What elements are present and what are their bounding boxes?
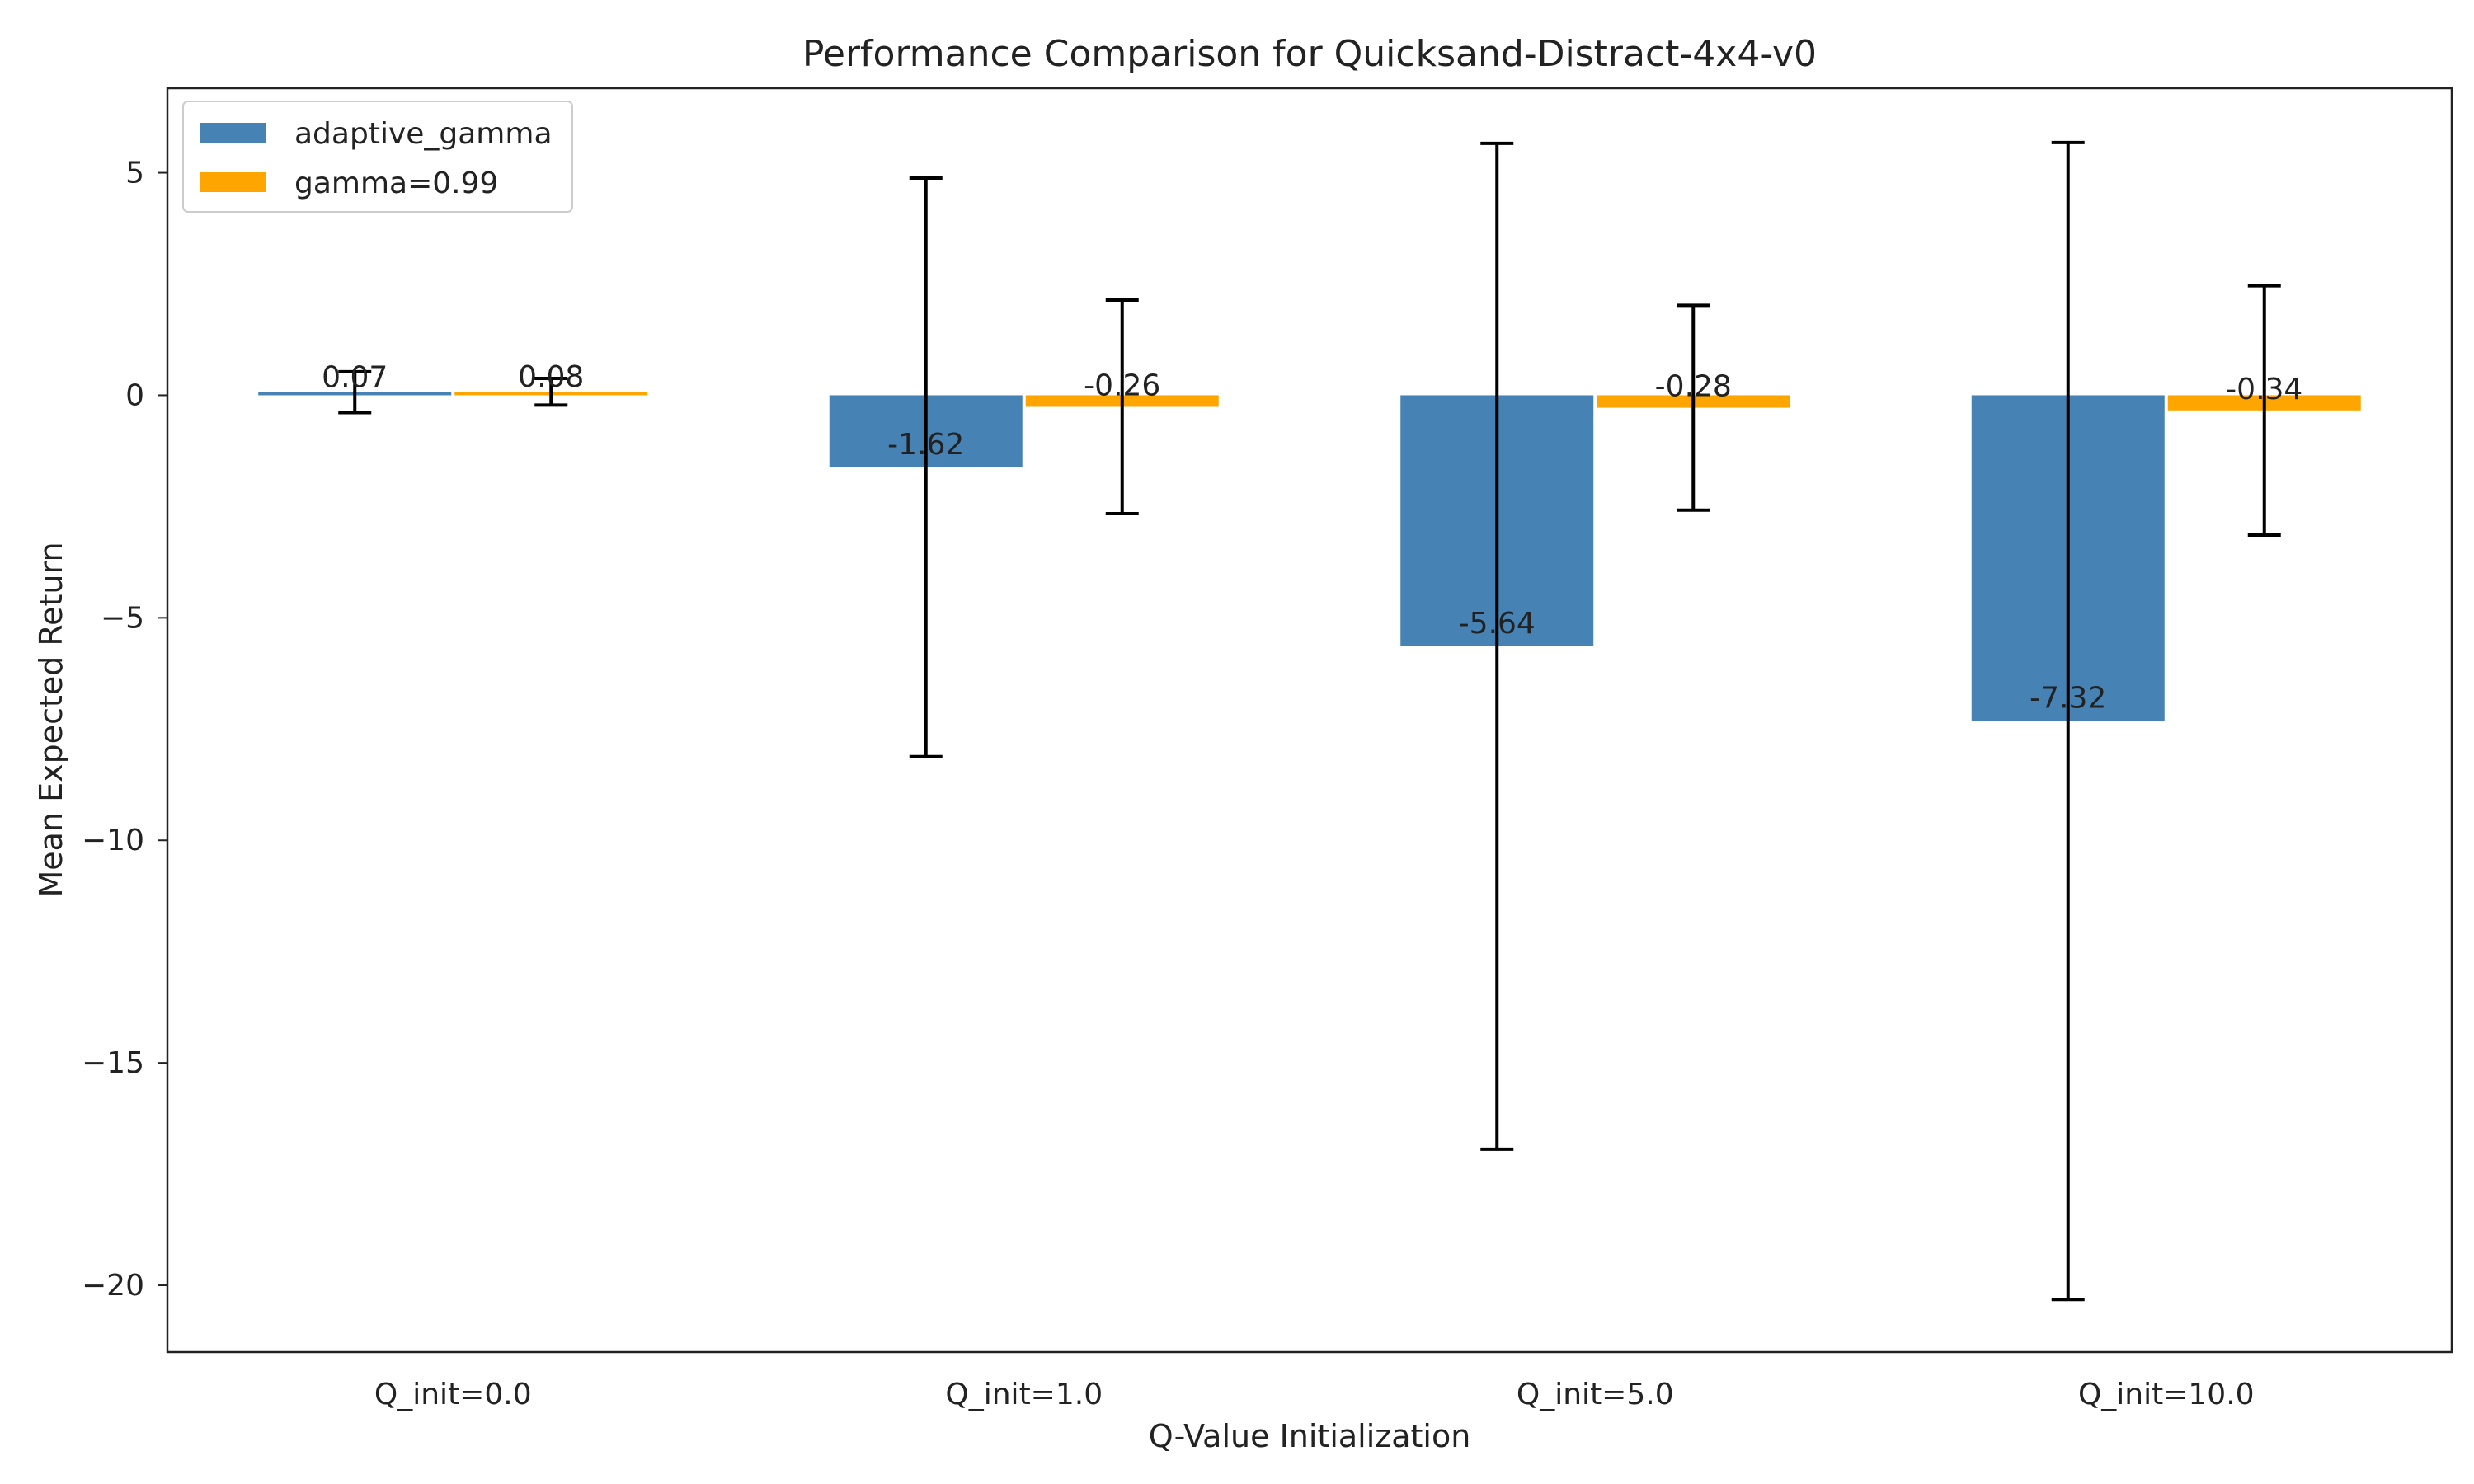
y-tick-label: −20 xyxy=(82,1269,144,1303)
data-label: -7.32 xyxy=(2030,682,2106,716)
y-tick-label: −15 xyxy=(82,1046,144,1080)
data-label: -0.34 xyxy=(2226,373,2302,406)
chart-title: Performance Comparison for Quicksand-Dis… xyxy=(802,33,1817,75)
y-tick-label: 0 xyxy=(125,378,144,412)
legend-frame xyxy=(182,101,573,213)
legend: adaptive_gamma gamma=0.99 xyxy=(182,101,573,213)
data-label: -0.26 xyxy=(1084,369,1160,402)
y-tick-label: −5 xyxy=(101,601,144,635)
data-label: -1.62 xyxy=(887,428,964,462)
data-label: 0.08 xyxy=(518,360,584,394)
y-axis-label: Mean Expected Return xyxy=(33,542,69,897)
data-label: -5.64 xyxy=(1459,607,1536,641)
y-tick-label: 5 xyxy=(125,157,144,190)
legend-swatch xyxy=(200,172,266,192)
x-tick-label: Q_init=5.0 xyxy=(1517,1378,1674,1411)
data-label: -0.28 xyxy=(1655,370,1732,404)
plot-area: 5 0 −5 −10 −15 −20 Q_init=0.0 0.07 0.08 Q_init=1.… xyxy=(82,140,2361,1411)
legend-entry: gamma=0.99 xyxy=(294,167,498,200)
data-label: 0.07 xyxy=(322,361,388,395)
legend-swatch xyxy=(200,123,266,143)
plot-frame xyxy=(166,87,2453,1354)
x-tick-label: Q_init=10.0 xyxy=(2078,1378,2255,1411)
y-tick-label: −10 xyxy=(82,824,144,857)
x-axis-label: Q-Value Initialization xyxy=(1149,1418,1471,1454)
legend-entry: adaptive_gamma xyxy=(294,117,553,151)
x-tick-label: Q_init=0.0 xyxy=(374,1378,532,1411)
x-tick-label: Q_init=1.0 xyxy=(945,1378,1103,1411)
